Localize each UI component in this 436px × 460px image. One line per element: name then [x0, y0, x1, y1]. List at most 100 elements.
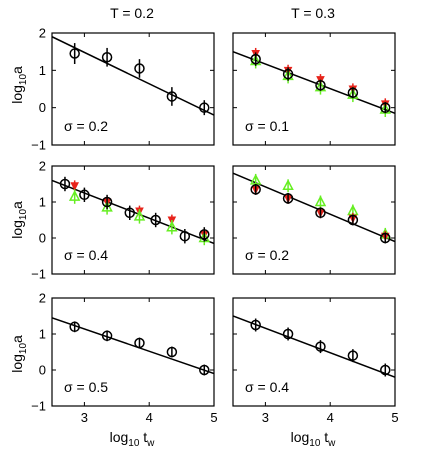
data-point-circle	[101, 52, 113, 63]
panel-frame	[51, 297, 215, 407]
panel-frame	[51, 165, 215, 275]
sigma-label: σ = 0.4	[245, 379, 289, 395]
series-circle	[250, 318, 391, 377]
data-point-circle	[166, 91, 178, 102]
data-point-triangle-up	[282, 179, 294, 191]
data-point-circle	[315, 341, 326, 352]
series-triangle-up	[68, 189, 211, 246]
data-point-circle	[315, 80, 326, 91]
ylabel-rest: a	[9, 201, 25, 209]
ylabel-row-1: log10a	[9, 66, 29, 104]
data-point-circle	[282, 68, 294, 80]
data-point-circle	[347, 87, 359, 98]
data-point-circle	[79, 189, 90, 201]
data-point-circle	[101, 196, 113, 208]
data-point-circle	[347, 214, 359, 226]
series-circle	[250, 184, 391, 244]
ylabel-base: log	[9, 354, 25, 373]
ylabel-rest: a	[9, 335, 25, 343]
xlabel-sub: 10	[128, 438, 140, 449]
y-tick-label: 2	[39, 159, 46, 174]
ylabel-row-3: log10a	[9, 335, 29, 373]
sigma-label: σ = 0.5	[64, 379, 108, 395]
y-tick-label: 2	[39, 26, 46, 41]
plot-area	[233, 172, 395, 244]
plot-area	[52, 176, 214, 246]
data-point-circle	[347, 350, 359, 361]
fit-line	[52, 179, 214, 245]
data-point-triangle-down	[70, 182, 79, 191]
panel-4: σ = 0.2	[232, 165, 396, 275]
xlabel-base: log	[110, 429, 129, 445]
series-circle	[59, 176, 210, 244]
x-tick-label: 4	[146, 410, 153, 425]
y-tick-label: 0	[39, 363, 46, 378]
ylabel-sub: 10	[18, 74, 29, 86]
fit-line	[52, 317, 214, 375]
panel-2: σ = 0.1	[232, 32, 396, 146]
svg-text:log10a: log10a	[9, 335, 29, 373]
fit-line	[233, 315, 395, 378]
panel-1: −1 0 1 2 σ = 0.2	[31, 26, 215, 153]
y-tick-label: 0	[39, 231, 46, 246]
data-point-circle	[199, 364, 210, 376]
data-point-triangle-up	[133, 209, 146, 221]
data-point-triangle-up	[68, 189, 81, 201]
xlabel-rest: t	[320, 429, 328, 445]
plot-area	[233, 315, 395, 378]
data-point-triangle-up	[166, 220, 178, 232]
panel-frame	[51, 32, 215, 146]
series-circle	[69, 43, 210, 116]
xlabel-rest: t	[139, 429, 147, 445]
series-triangle-down	[251, 47, 390, 110]
ylabel-sub: 10	[18, 209, 29, 221]
panel-6: 3 4 5 σ = 0.4	[232, 297, 399, 425]
x-tick-label: 3	[262, 410, 269, 425]
data-point-circle	[179, 230, 191, 242]
svg-text:log10a: log10a	[9, 201, 29, 239]
panel-frame	[232, 32, 396, 146]
sigma-label: σ = 0.1	[245, 118, 289, 134]
data-point-circle	[101, 330, 113, 342]
data-point-circle	[380, 364, 391, 376]
y-tick-label: 1	[39, 195, 46, 210]
data-point-circle	[315, 207, 326, 219]
data-point-circle	[69, 321, 80, 333]
data-point-circle	[380, 232, 391, 244]
plot-area	[52, 36, 214, 116]
data-point-circle	[199, 229, 210, 240]
panel-5: −1 0 1 2 3 4 5 σ = 0.5	[31, 291, 217, 426]
data-point-circle	[380, 102, 391, 113]
data-point-triangle-up	[314, 195, 327, 207]
x-tick-label: 3	[81, 410, 88, 425]
xlabel-sub2: w	[146, 438, 155, 449]
y-tick-label: 0	[39, 100, 46, 115]
xlabel-sub: 10	[309, 438, 321, 449]
panel-frame	[232, 297, 396, 407]
data-point-circle	[166, 346, 178, 358]
x-tick-label: 4	[327, 410, 334, 425]
y-tick-label: −1	[31, 399, 46, 414]
svg-text:log10a: log10a	[9, 66, 29, 104]
ylabel-base: log	[9, 220, 25, 239]
sigma-label: σ = 0.2	[245, 247, 289, 263]
y-tick-label: −1	[31, 267, 46, 282]
data-point-circle	[250, 53, 261, 65]
y-tick-label: 1	[39, 327, 46, 342]
fit-line	[233, 50, 395, 114]
ylabel-sub: 10	[18, 343, 29, 355]
panel-frame	[232, 165, 396, 275]
data-point-circle	[134, 63, 145, 74]
sigma-label: σ = 0.4	[64, 247, 108, 263]
fit-line	[52, 36, 214, 116]
series-circle	[250, 52, 391, 114]
data-point-circle	[250, 184, 261, 195]
data-point-circle	[134, 337, 145, 349]
xlabel-sub2: w	[327, 438, 336, 449]
data-point-circle	[124, 207, 136, 219]
data-point-circle	[250, 319, 261, 331]
data-point-circle	[282, 328, 294, 340]
data-point-circle	[282, 193, 294, 204]
y-tick-label: 2	[39, 291, 46, 306]
